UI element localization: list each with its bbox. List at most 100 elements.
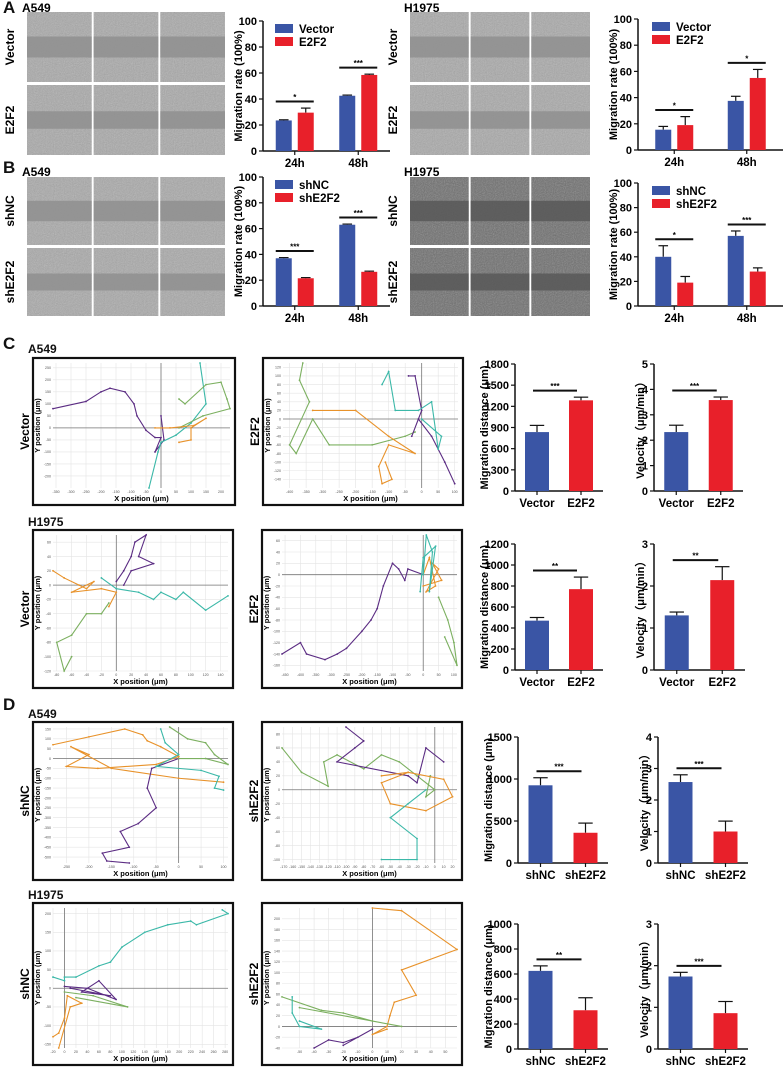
x-tick-label: 160: [153, 1050, 159, 1054]
x-tick-label: -350: [312, 673, 319, 677]
track-point: [456, 948, 458, 951]
cell-track: [335, 726, 445, 784]
micrograph-image: [160, 248, 225, 316]
x-tick-label: 50: [199, 865, 203, 869]
x-tick-label: 0: [421, 490, 423, 494]
bar-vector: [664, 615, 689, 670]
y-tick-label: 1500: [488, 732, 512, 744]
track-point: [69, 987, 72, 990]
track-point: [75, 996, 77, 999]
y-tick-label: -60: [46, 626, 51, 630]
y-tick-label: 1500: [485, 380, 509, 392]
row-label: Vector: [18, 413, 32, 450]
track-point: [159, 728, 162, 730]
cell-line-label: A549: [28, 707, 57, 721]
bar-vector: [727, 100, 744, 150]
x-tick-label: -100: [385, 490, 392, 494]
micrograph-image: [470, 248, 530, 316]
track-point: [65, 765, 68, 768]
track-point: [301, 362, 304, 364]
legend-label: Vector: [676, 22, 712, 34]
y-tick-label: -140: [274, 478, 281, 482]
y-tick-label: -60: [275, 607, 280, 611]
y-tick-label: 20: [276, 774, 280, 778]
track-point: [320, 1028, 323, 1031]
y-tick-label: 100: [45, 949, 51, 953]
micrograph-row-label: shNC: [386, 195, 400, 227]
scratch-wound-gap: [531, 273, 590, 291]
track-point: [148, 487, 150, 489]
y-tick-label: -20: [275, 584, 280, 588]
track-point: [184, 402, 186, 405]
y-axis-title: Y position (μm): [262, 950, 271, 1005]
x-tick-label: 0: [160, 490, 162, 494]
y-axis-title: Migration distance (μm): [479, 365, 491, 489]
bar-she2f2: [677, 282, 694, 306]
track-point: [420, 409, 423, 412]
significance-stars: *: [673, 101, 677, 110]
plot-frame: [31, 720, 235, 882]
track-point: [380, 858, 383, 861]
x-tick-label: E2F2: [567, 498, 595, 510]
track-point: [160, 436, 162, 439]
y-tick-label: -100: [44, 655, 51, 659]
y-tick-label: 50: [47, 414, 51, 418]
x-tick-label: shNC: [665, 1056, 695, 1068]
cell-track: [408, 375, 456, 484]
row-label: Vector: [18, 590, 32, 627]
bar-vector: [655, 129, 672, 150]
track-point: [177, 755, 180, 758]
x-tick-label: 20: [400, 1050, 404, 1054]
track-point: [391, 562, 394, 565]
y-tick-label: 80: [620, 203, 632, 215]
track-point: [371, 443, 374, 446]
track-point: [342, 1041, 345, 1044]
x-tick-label: 120: [203, 673, 209, 677]
track-point: [222, 789, 225, 791]
y-tick-label: -120: [274, 469, 281, 473]
cell-line-label: H1975: [28, 888, 64, 902]
track-point: [107, 605, 110, 608]
scratch-wound-gap: [93, 111, 159, 129]
track-point: [437, 568, 440, 570]
significance-stars: *: [673, 231, 677, 240]
track-point: [150, 767, 153, 770]
x-axis-title: X position (μm): [113, 677, 168, 686]
x-tick-label: -50: [403, 490, 408, 494]
cell-line-label: H1975: [404, 1, 440, 15]
micrograph-image: [27, 177, 92, 245]
x-tick-label: -50: [388, 865, 393, 869]
scratch-wound-gap: [470, 200, 530, 222]
track-point: [451, 795, 454, 798]
track-point: [202, 414, 204, 417]
track-point: [63, 979, 66, 982]
track-point: [420, 418, 423, 420]
y-axis-title: Y position (μm): [33, 767, 42, 822]
track-point: [63, 991, 66, 993]
trajectory-plot: -80 -60 -40 -20 0 20 40 60 80 100 120 140 -120 -100 -8…: [18, 528, 235, 690]
y-tick-label: 40: [245, 94, 257, 106]
x-tick-label: 30: [414, 1050, 418, 1054]
track-point: [205, 383, 207, 386]
plot-frame: [260, 901, 464, 1067]
y-tick-label: 0: [642, 486, 648, 498]
legend-swatch: [652, 186, 670, 195]
track-point: [410, 435, 413, 438]
y-tick-label: -60: [276, 443, 281, 447]
y-axis-title: Velocity（μm/min）: [634, 376, 647, 479]
track-point: [381, 383, 383, 386]
x-axis-title: X position (μm): [114, 494, 169, 503]
track-point: [218, 775, 220, 778]
y-axis-title: Y position (μm): [262, 575, 271, 630]
cell-line-label: H1975: [404, 165, 440, 179]
cell-line-label: A549: [22, 165, 51, 179]
row-label: E2F2: [247, 594, 261, 623]
x-tick-label: -450: [281, 673, 288, 677]
track-point: [425, 795, 427, 798]
bar-e2f2: [569, 400, 593, 491]
x-tick-label: -30: [406, 865, 411, 869]
y-tick-label: 100: [239, 172, 257, 184]
track-point: [195, 923, 198, 926]
track-point: [362, 740, 365, 742]
track-point: [327, 785, 330, 788]
